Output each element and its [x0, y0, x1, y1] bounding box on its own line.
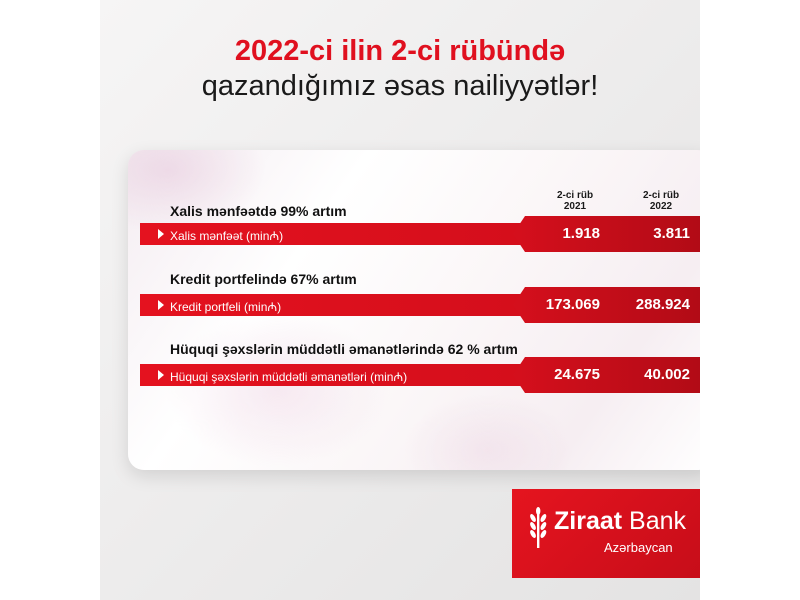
metric-values-net-profit: 1.918 3.811: [513, 216, 700, 252]
value-2021: 24.675: [554, 366, 600, 383]
brand-logo: Ziraat Bank Azərbaycan: [512, 489, 700, 578]
metric-heading-term-deposits: Hüquqi şəxslərin müddətli əmanətlərində …: [170, 341, 518, 357]
metric-heading-loan-portfolio: Kredit portfelində 67% artım: [170, 271, 357, 287]
metric-label: Kredit portfeli (min₼): [157, 300, 282, 314]
value-2022: 3.811: [653, 225, 690, 242]
metric-label: Hüquqi şəxslərin müddətli əmanətləri (mi…: [157, 370, 408, 384]
value-2021: 173.069: [545, 296, 600, 313]
metric-label: Xalis mənfəət (min₼): [157, 229, 284, 243]
column-header-2021: 2-ci rüb 2021: [556, 190, 594, 212]
metric-values-term-deposits: 24.675 40.002: [513, 357, 700, 393]
value-2022: 40.002: [644, 366, 690, 383]
headline: 2022-ci ilin 2-ci rübündə: [234, 35, 566, 67]
brand-subtitle: Azərbaycan: [604, 540, 673, 555]
column-header-2022: 2-ci rüb 2022: [642, 190, 680, 212]
value-2022: 288.924: [635, 296, 690, 313]
metric-values-loan-portfolio: 173.069 288.924: [513, 287, 700, 323]
subheadline: qazandığımız əsas nailiyyətlər!: [201, 70, 599, 102]
value-2021: 1.918: [562, 225, 600, 242]
wheat-icon: [530, 507, 547, 548]
metric-heading-net-profit: Xalis mənfəətdə 99% artım: [170, 203, 347, 219]
poster: 2022-ci ilin 2-ci rübündə qazandığımız ə…: [100, 0, 700, 600]
brand-name: Ziraat Bank: [554, 507, 687, 535]
